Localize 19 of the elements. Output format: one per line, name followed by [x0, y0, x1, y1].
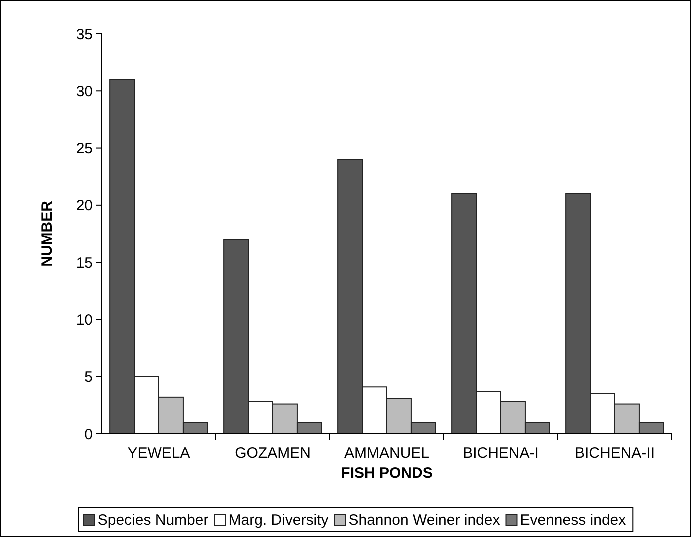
y-tick-label: 25 — [76, 140, 93, 158]
y-tick-label: 30 — [76, 83, 93, 100]
x-tick-label: BICHENA-I — [463, 445, 539, 462]
y-tick-label: 5 — [84, 369, 93, 386]
y-tick-label: 0 — [84, 426, 93, 444]
x-axis-title: FISH PONDS — [341, 465, 433, 482]
x-tick-label: YEWELA — [128, 445, 190, 462]
x-tick-label: GOZAMEN — [235, 445, 311, 462]
y-tick-label: 10 — [76, 312, 93, 329]
y-tick-label: 15 — [76, 254, 93, 272]
y-axis-title: NUMBER — [39, 200, 56, 267]
x-tick-label: AMMANUEL — [344, 445, 430, 462]
x-tick-label: BICHENA-II — [574, 445, 656, 462]
legend-label: Evenness index — [520, 512, 627, 529]
y-tick-label: 35 — [76, 26, 93, 44]
legend-label: Shannon Weiner index — [348, 512, 501, 529]
y-tick-label: 20 — [76, 198, 93, 215]
legend-label: Species Number — [98, 512, 209, 529]
legend-label: Marg. Diversity — [228, 512, 330, 529]
